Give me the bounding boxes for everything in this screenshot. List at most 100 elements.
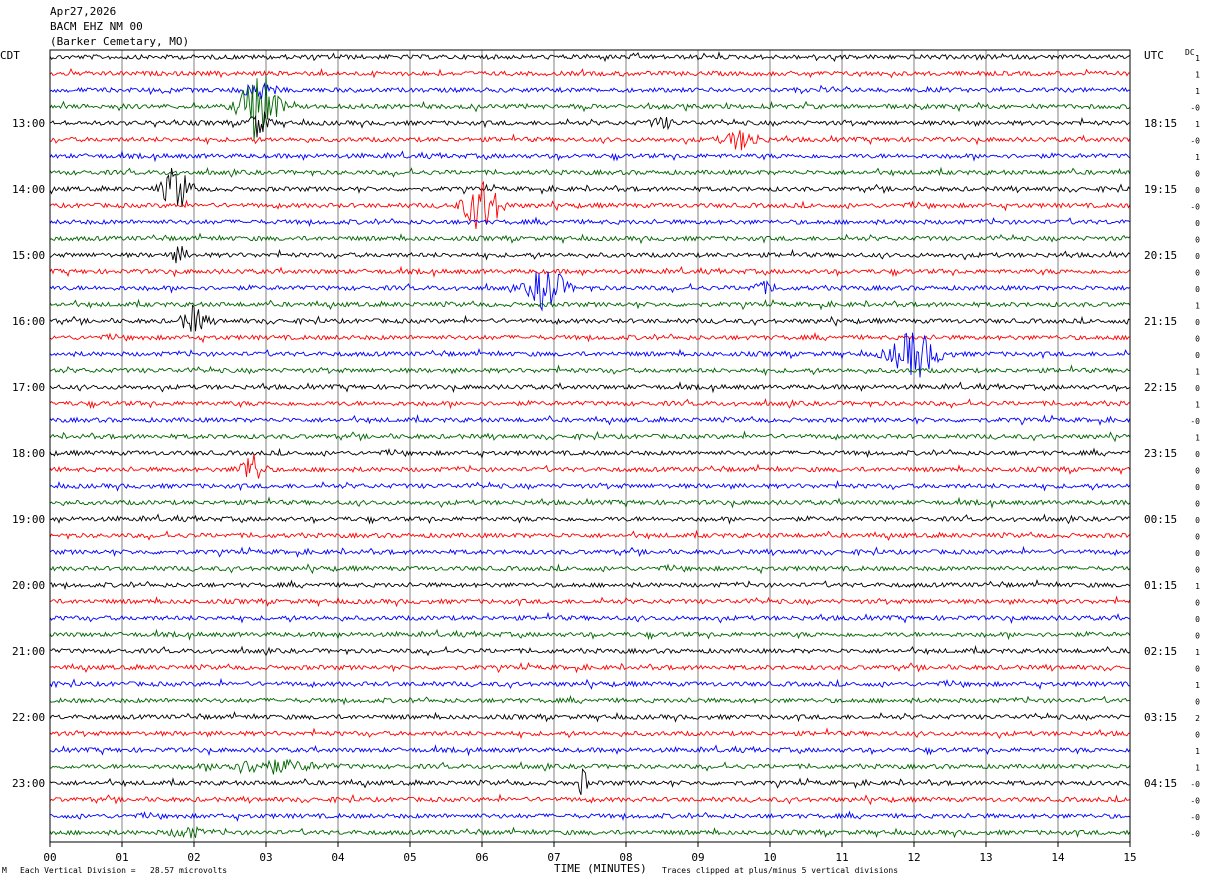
dc-value: 1 — [1195, 71, 1200, 80]
dc-value: 0 — [1195, 566, 1200, 575]
dc-value: 1 — [1195, 153, 1200, 162]
dc-value: 1 — [1195, 87, 1200, 96]
trace-29 — [49, 529, 1131, 542]
dc-label: DC — [1185, 48, 1195, 57]
dc-value: -0 — [1190, 104, 1200, 113]
header-location: (Barker Cemetary, MO) — [50, 35, 190, 48]
traces — [49, 51, 1131, 839]
trace-26 — [49, 479, 1131, 492]
right-timezone-label: UTC — [1144, 49, 1164, 62]
x-tick-label: 02 — [187, 851, 200, 864]
trace-16 — [49, 304, 1131, 332]
trace-10 — [49, 216, 1131, 228]
trace-23 — [49, 430, 1131, 443]
dc-value: 0 — [1195, 236, 1200, 245]
trace-19 — [49, 364, 1131, 377]
trace-42 — [49, 744, 1131, 757]
dc-value: -0 — [1190, 203, 1200, 212]
left-hour-label: 18:00 — [12, 447, 45, 460]
dc-value: 0 — [1195, 186, 1200, 195]
dc-value: 0 — [1195, 731, 1200, 740]
trace-12 — [49, 246, 1131, 264]
left-hour-label: 23:00 — [12, 777, 45, 790]
plot-frame — [49, 49, 1131, 843]
dc-value: 1 — [1195, 368, 1200, 377]
dc-value: 0 — [1195, 335, 1200, 344]
plot-header: Apr27,2026 BACM EHZ NM 00 (Barker Cemetary… — [50, 4, 189, 49]
left-hour-label: 16:00 — [12, 315, 45, 328]
trace-28 — [49, 513, 1131, 525]
right-hour-label: 02:15 — [1144, 645, 1177, 658]
right-hour-label: 20:15 — [1144, 249, 1177, 262]
trace-46 — [49, 810, 1131, 822]
right-hour-label: 18:15 — [1144, 117, 1177, 130]
dc-value: 1 — [1195, 401, 1200, 410]
trace-4 — [49, 111, 1131, 138]
trace-41 — [49, 727, 1131, 740]
dc-value: 0 — [1195, 516, 1200, 525]
trace-15 — [49, 298, 1131, 311]
right-hour-label: 01:15 — [1144, 579, 1177, 592]
trace-11 — [49, 232, 1131, 245]
trace-38 — [49, 677, 1131, 690]
x-tick-label: 03 — [259, 851, 272, 864]
right-hour-label: 22:15 — [1144, 381, 1177, 394]
dc-value: 0 — [1195, 632, 1200, 641]
dc-value: 1 — [1195, 54, 1200, 63]
x-tick-label: 06 — [475, 851, 488, 864]
trace-14 — [49, 271, 1131, 312]
dc-value: 0 — [1195, 450, 1200, 459]
trace-5 — [49, 130, 1131, 151]
trace-30 — [49, 545, 1131, 558]
dc-value: -0 — [1190, 813, 1200, 822]
dc-value: -0 — [1190, 137, 1200, 146]
dc-value: 0 — [1195, 500, 1200, 509]
scale-note: Each Vertical Division = 28.57 microvolt… — [20, 866, 228, 875]
trace-37 — [49, 661, 1131, 674]
axis-labels: 00 01 02 03 04 05 06 07 08 09 10 11 12 13 14 15111-01-0… — [12, 54, 1200, 864]
dc-value: 0 — [1195, 665, 1200, 674]
x-tick-label: 14 — [1051, 851, 1065, 864]
grid — [121, 50, 1059, 842]
x-tick-label: 01 — [115, 851, 128, 864]
trace-7 — [49, 166, 1131, 178]
dc-value: 0 — [1195, 467, 1200, 476]
dc-value: 0 — [1195, 170, 1200, 179]
trace-39 — [49, 694, 1131, 706]
x-tick-label: 08 — [619, 851, 632, 864]
dc-value: 1 — [1195, 764, 1200, 773]
dc-value: 0 — [1195, 599, 1200, 608]
left-hour-label: 15:00 — [12, 249, 45, 262]
trace-27 — [49, 496, 1131, 509]
dc-value: 0 — [1195, 483, 1200, 492]
trace-44 — [49, 767, 1131, 795]
dc-value: 0 — [1195, 252, 1200, 261]
trace-31 — [49, 563, 1131, 575]
trace-6 — [49, 150, 1131, 163]
x-tick-label: 10 — [763, 851, 776, 864]
trace-32 — [49, 578, 1131, 591]
dc-value: 1 — [1195, 747, 1200, 756]
header-date: Apr27,2026 — [50, 5, 117, 18]
dc-value: -0 — [1190, 830, 1200, 839]
x-tick-label: 00 — [43, 851, 56, 864]
x-tick-label: 15 — [1123, 851, 1136, 864]
dc-value: 0 — [1195, 384, 1200, 393]
header-station: BACM EHZ NM 00 — [50, 20, 143, 33]
dc-value: 0 — [1195, 615, 1200, 624]
trace-36 — [49, 645, 1131, 657]
left-hour-label: 14:00 — [12, 183, 45, 196]
trace-1 — [49, 67, 1131, 79]
right-hour-label: 21:15 — [1144, 315, 1177, 328]
x-tick-label: 12 — [907, 851, 920, 864]
trace-24 — [49, 447, 1131, 459]
dc-value: 1 — [1195, 302, 1200, 311]
left-hour-label: 17:00 — [12, 381, 45, 394]
dc-value: 0 — [1195, 351, 1200, 360]
trace-18 — [49, 332, 1131, 378]
left-timezone-label: CDT — [0, 49, 20, 62]
trace-21 — [49, 398, 1131, 410]
trace-2 — [49, 82, 1131, 99]
dc-value: 1 — [1195, 120, 1200, 129]
